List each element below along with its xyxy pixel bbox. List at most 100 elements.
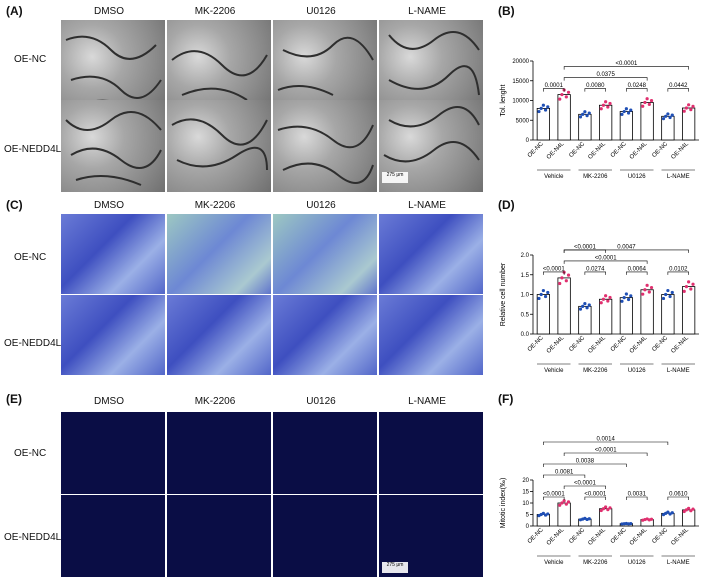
data-point bbox=[564, 95, 568, 99]
row-label-oe-nc: OE-NC bbox=[14, 448, 47, 459]
fluorescence-image bbox=[273, 412, 377, 494]
y-tick-label: 1.5 bbox=[521, 273, 530, 279]
data-point bbox=[566, 273, 571, 277]
data-point bbox=[585, 306, 589, 310]
data-point bbox=[599, 107, 603, 111]
data-point bbox=[564, 279, 568, 283]
comparison-bracket bbox=[563, 77, 648, 81]
data-point bbox=[629, 108, 633, 112]
x-tick-label: OE-N4L bbox=[546, 141, 566, 161]
data-point bbox=[670, 113, 674, 117]
data-point bbox=[687, 280, 691, 284]
column-header-mk2206: MK-2206 bbox=[194, 200, 236, 211]
x-tick-label: OE-N4L bbox=[629, 527, 649, 547]
data-point bbox=[643, 100, 647, 105]
data-point bbox=[566, 500, 571, 504]
x-tick-label: OE-N4L bbox=[587, 527, 607, 547]
data-point bbox=[664, 292, 668, 297]
data-point bbox=[687, 506, 691, 510]
data-point bbox=[601, 103, 606, 107]
x-tick-label: OE-NC bbox=[527, 141, 545, 159]
group-label: U0126 bbox=[628, 174, 646, 180]
comparison-bracket bbox=[584, 271, 606, 275]
data-point bbox=[583, 301, 587, 306]
y-tick-label: 0 bbox=[526, 524, 530, 530]
data-point bbox=[564, 502, 568, 506]
tube-image bbox=[61, 100, 165, 192]
p-value-label: <0.0001 bbox=[574, 244, 597, 250]
data-point bbox=[624, 292, 628, 296]
data-point bbox=[684, 508, 689, 512]
data-point bbox=[587, 111, 591, 115]
data-point bbox=[537, 296, 541, 301]
y-tick-label: 10 bbox=[522, 501, 529, 507]
data-point bbox=[541, 288, 545, 293]
bar bbox=[619, 297, 634, 335]
data-point bbox=[661, 296, 666, 301]
fluorescence-image bbox=[167, 412, 271, 494]
data-point bbox=[666, 112, 670, 116]
data-point bbox=[629, 294, 633, 298]
group-label: U0126 bbox=[628, 560, 646, 566]
data-point bbox=[643, 288, 647, 292]
data-point bbox=[539, 292, 543, 297]
data-point bbox=[649, 98, 654, 103]
y-tick-label: 5000 bbox=[516, 118, 530, 124]
fluorescence-image bbox=[61, 495, 165, 577]
column-header-mk2206: MK-2206 bbox=[194, 6, 236, 17]
chart-d: 0.0 0.5 1.0 1.5 2.0 Relative cell number OE-NC… bbox=[500, 244, 699, 374]
y-axis-label: Relative cell number bbox=[500, 262, 507, 326]
data-point bbox=[666, 510, 670, 514]
group-label: Vehicle bbox=[544, 174, 564, 180]
tube-image bbox=[167, 100, 271, 192]
comparison-bracket bbox=[626, 271, 648, 275]
x-tick-label: OE-N4L bbox=[629, 141, 649, 161]
data-point bbox=[670, 511, 674, 515]
data-point bbox=[641, 292, 645, 296]
crystal-violet-image bbox=[167, 214, 271, 294]
data-point bbox=[546, 105, 550, 109]
crystal-violet-image bbox=[167, 295, 271, 375]
column-header-mk2206: MK-2206 bbox=[194, 396, 236, 407]
comparison-bracket bbox=[563, 452, 648, 456]
bar bbox=[536, 294, 551, 335]
y-tick-label: 0.5 bbox=[521, 312, 530, 318]
y-tick-label: 1.0 bbox=[521, 293, 530, 299]
crystal-violet-image bbox=[273, 214, 377, 294]
bar bbox=[536, 108, 551, 141]
p-value-label: 0.0375 bbox=[596, 72, 615, 78]
comparison-bracket bbox=[626, 88, 648, 92]
crystal-violet-image bbox=[61, 295, 165, 375]
y-tick-label: 0 bbox=[526, 138, 530, 144]
data-point bbox=[608, 101, 612, 106]
data-point bbox=[537, 109, 541, 114]
tube-image bbox=[167, 20, 271, 112]
data-point bbox=[626, 297, 631, 302]
data-point bbox=[604, 100, 608, 104]
data-point bbox=[691, 104, 695, 109]
column-header-dmso: DMSO bbox=[94, 6, 124, 17]
data-point bbox=[620, 112, 624, 117]
data-point bbox=[539, 106, 543, 110]
data-point bbox=[587, 303, 591, 307]
crystal-violet-image bbox=[379, 295, 483, 375]
p-value-label: 0.0081 bbox=[555, 470, 574, 476]
bar bbox=[599, 298, 613, 335]
row-label-oe-nedd4l: OE-NEDD4L bbox=[4, 144, 62, 155]
p-value-label: 0.0610 bbox=[669, 492, 688, 498]
fluorescence-image bbox=[61, 412, 165, 494]
p-value-label: 0.0248 bbox=[628, 83, 647, 89]
group-label: MK-2206 bbox=[583, 174, 608, 180]
panel-letter-e: (E) bbox=[6, 392, 22, 406]
crystal-violet-image bbox=[61, 214, 165, 294]
p-value-label: <0.0001 bbox=[595, 448, 618, 454]
scale-bar-label: 275 μm bbox=[386, 562, 404, 568]
data-point bbox=[541, 511, 545, 515]
data-point bbox=[647, 102, 651, 106]
bar bbox=[578, 305, 592, 335]
data-point bbox=[682, 289, 686, 293]
data-point bbox=[666, 288, 670, 293]
data-point bbox=[649, 517, 654, 521]
data-point bbox=[546, 290, 550, 295]
data-point bbox=[684, 285, 689, 289]
